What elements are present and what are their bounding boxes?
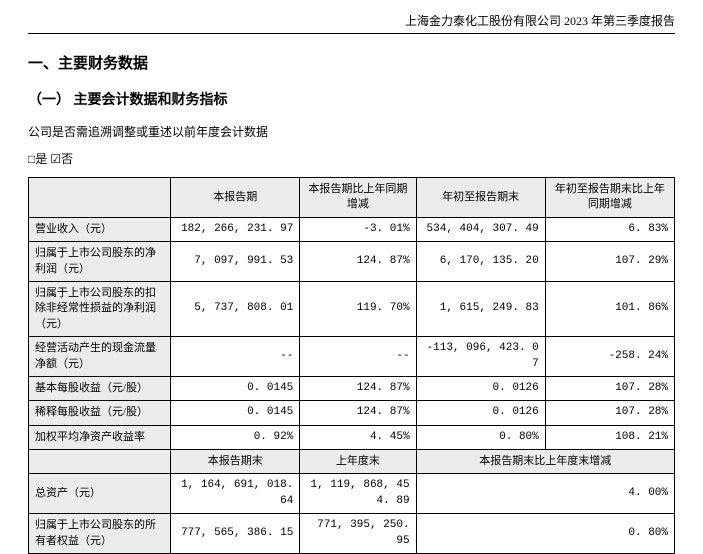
section-title: 一、主要财务数据 <box>28 52 675 73</box>
header-cell: 年初至报告期末 <box>416 178 545 218</box>
cell: 101. 86% <box>545 281 674 336</box>
cell: 7, 097, 991. 53 <box>171 242 300 282</box>
header-cell: 年初至报告期末比上年同期增减 <box>545 178 674 218</box>
cell: 124. 87% <box>300 242 416 282</box>
header-cell: 本报告期末 <box>171 450 300 474</box>
header-cell <box>29 450 171 474</box>
cell: 0. 0145 <box>171 376 300 400</box>
row-label: 归属于上市公司股东的所有者权益（元） <box>29 514 171 554</box>
row-label: 经营活动产生的现金流量净额（元） <box>29 337 171 377</box>
cell: 777, 565, 386. 15 <box>171 514 300 554</box>
row-label: 稀释每股收益（元/股） <box>29 401 171 425</box>
table-row: 归属于上市公司股东的扣除非经常性损益的净利润（元） 5, 737, 808. 0… <box>29 281 675 336</box>
header-cell: 上年度末 <box>300 450 416 474</box>
cell: 6. 83% <box>545 217 674 241</box>
header-cell: 本报告期末比上年度末增减 <box>416 450 674 474</box>
cell: 1, 615, 249. 83 <box>416 281 545 336</box>
cell: 107. 28% <box>545 401 674 425</box>
row-label: 归属于上市公司股东的扣除非经常性损益的净利润（元） <box>29 281 171 336</box>
subsection-title: （一） 主要会计数据和财务指标 <box>28 89 675 109</box>
cell: 108. 21% <box>545 425 674 449</box>
table-row: 稀释每股收益（元/股） 0. 0145 124. 87% 0. 0126 107… <box>29 401 675 425</box>
row-label: 归属于上市公司股东的净利润（元） <box>29 242 171 282</box>
table-row: 基本每股收益（元/股） 0. 0145 124. 87% 0. 0126 107… <box>29 376 675 400</box>
table-row: 营业收入（元） 182, 266, 231. 97 -3. 01% 534, 4… <box>29 217 675 241</box>
cell: 0. 80% <box>416 514 674 554</box>
row-label: 营业收入（元） <box>29 217 171 241</box>
row-label: 加权平均净资产收益率 <box>29 425 171 449</box>
cell: 0. 80% <box>416 425 545 449</box>
cell: -258. 24% <box>545 337 674 377</box>
cell: 4. 45% <box>300 425 416 449</box>
restatement-checks: □是 ☑否 <box>28 150 675 167</box>
table-header-row-2: 本报告期末 上年度末 本报告期末比上年度末增减 <box>29 450 675 474</box>
header-cell: 本报告期比上年同期增减 <box>300 178 416 218</box>
cell: 119. 70% <box>300 281 416 336</box>
cell: 0. 0145 <box>171 401 300 425</box>
table-row: 归属于上市公司股东的所有者权益（元） 777, 565, 386. 15 771… <box>29 514 675 554</box>
table-row: 加权平均净资产收益率 0. 92% 4. 45% 0. 80% 108. 21% <box>29 425 675 449</box>
cell: -- <box>300 337 416 377</box>
header-cell <box>29 178 171 218</box>
cell: -- <box>171 337 300 377</box>
cell: 0. 92% <box>171 425 300 449</box>
row-label: 总资产（元） <box>29 474 171 514</box>
table-row: 经营活动产生的现金流量净额（元） -- -- -113, 096, 423. 0… <box>29 337 675 377</box>
restatement-hint: 公司是否需追溯调整或重述以前年度会计数据 <box>28 123 675 140</box>
cell: -113, 096, 423. 07 <box>416 337 545 377</box>
table-row: 归属于上市公司股东的净利润（元） 7, 097, 991. 53 124. 87… <box>29 242 675 282</box>
cell: 5, 737, 808. 01 <box>171 281 300 336</box>
cell: 107. 28% <box>545 376 674 400</box>
header-cell: 本报告期 <box>171 178 300 218</box>
cell: 124. 87% <box>300 376 416 400</box>
cell: -3. 01% <box>300 217 416 241</box>
cell: 1, 164, 691, 018. 64 <box>171 474 300 514</box>
cell: 6, 170, 135. 20 <box>416 242 545 282</box>
cell: 534, 404, 307. 49 <box>416 217 545 241</box>
cell: 0. 0126 <box>416 376 545 400</box>
financial-table: 本报告期 本报告期比上年同期增减 年初至报告期末 年初至报告期末比上年同期增减 … <box>28 177 675 554</box>
cell: 0. 0126 <box>416 401 545 425</box>
cell: 771, 395, 250. 95 <box>300 514 416 554</box>
cell: 1, 119, 868, 454. 89 <box>300 474 416 514</box>
cell: 107. 29% <box>545 242 674 282</box>
table-row: 总资产（元） 1, 164, 691, 018. 64 1, 119, 868,… <box>29 474 675 514</box>
table-header-row: 本报告期 本报告期比上年同期增减 年初至报告期末 年初至报告期末比上年同期增减 <box>29 178 675 218</box>
report-header: 上海金力泰化工股份有限公司 2023 年第三季度报告 <box>28 12 675 34</box>
row-label: 基本每股收益（元/股） <box>29 376 171 400</box>
cell: 182, 266, 231. 97 <box>171 217 300 241</box>
cell: 4. 00% <box>416 474 674 514</box>
cell: 124. 87% <box>300 401 416 425</box>
